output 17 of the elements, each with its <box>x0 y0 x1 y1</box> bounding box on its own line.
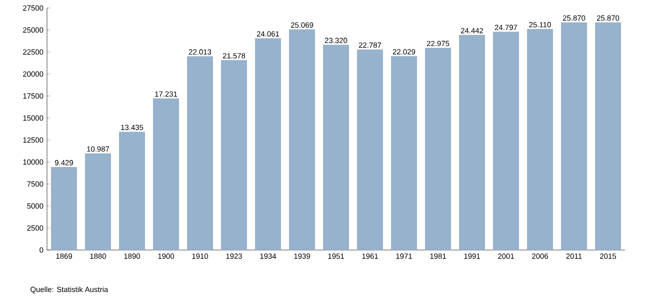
bar <box>119 132 146 250</box>
bar <box>255 38 282 250</box>
bar <box>221 60 248 250</box>
bar <box>391 56 418 250</box>
bar <box>323 44 350 250</box>
bar <box>357 49 384 250</box>
bar <box>527 29 554 250</box>
bar <box>289 29 316 250</box>
bar <box>459 34 486 250</box>
bar <box>561 22 588 250</box>
bar <box>153 98 180 250</box>
bar <box>51 167 78 250</box>
bar <box>595 22 622 250</box>
bar <box>85 153 112 250</box>
bar <box>493 32 520 250</box>
bar <box>425 48 452 250</box>
bar <box>187 56 214 250</box>
